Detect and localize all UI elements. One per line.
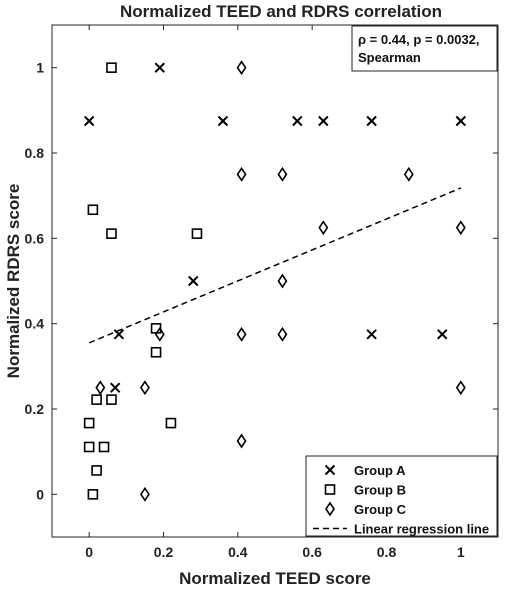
group-c-point — [139, 380, 150, 396]
group-b-point — [87, 489, 99, 500]
group-c-point — [236, 166, 247, 182]
x-tick-label: 0.2 — [154, 544, 174, 560]
plot-area — [51, 24, 499, 538]
group-a-point — [109, 382, 121, 393]
group-a-point — [83, 115, 95, 127]
group-c-point — [455, 220, 466, 236]
data-points — [83, 60, 467, 502]
x-tick-label: 0 — [85, 544, 93, 560]
group-b-point — [191, 228, 203, 239]
group-c-point — [236, 326, 247, 342]
legend-marker-group-a — [324, 464, 336, 476]
group-c-point — [403, 166, 414, 182]
y-tick-label: 1 — [36, 60, 44, 76]
group-c-point — [277, 166, 288, 182]
group-c-point — [154, 326, 165, 342]
legend-label-linear-regression-line: Linear regression line — [354, 522, 489, 537]
group-a-point — [154, 62, 165, 73]
legend-label-group-b: Group B — [354, 483, 406, 498]
group-c-point — [277, 326, 288, 342]
annotation-line-2: Spearman — [358, 50, 421, 65]
group-b-point — [91, 394, 102, 405]
legend-entries: Group A Group B Group C Linear regression l… — [313, 463, 489, 537]
group-b-point — [106, 394, 117, 405]
y-tick-label: 0.4 — [25, 316, 45, 332]
group-a-point — [318, 115, 329, 127]
regression-line — [88, 187, 462, 344]
group-c-point — [455, 380, 466, 396]
legend: Group A Group B Group C Linear regression l… — [305, 455, 498, 537]
group-a-point — [113, 329, 125, 340]
group-a-point — [455, 115, 467, 127]
group-c-point — [95, 380, 106, 396]
group-b-point — [106, 228, 117, 239]
group-b-point — [106, 62, 117, 73]
annotation-box: ρ = 0.44, p = 0.0032, Spearman — [351, 25, 498, 72]
group-a-point — [366, 329, 377, 340]
group-b-point — [83, 441, 95, 453]
group-b-point — [98, 441, 110, 453]
regression-line-group — [88, 187, 462, 344]
legend-frame — [305, 455, 498, 537]
group-c-point — [277, 273, 288, 289]
group-c-point — [139, 486, 150, 502]
annotation-line-1: ρ = 0.44, p = 0.0032, — [358, 32, 480, 47]
legend-marker-group-c — [325, 501, 335, 517]
y-tick-label: 0.6 — [25, 230, 45, 246]
group-a-point — [217, 115, 229, 127]
chart-title: Normalized TEED and RDRS correlation — [120, 2, 442, 21]
group-b-point — [83, 417, 95, 429]
x-tick-label: 1 — [457, 544, 465, 560]
y-tick-label: 0.8 — [25, 145, 45, 161]
group-b-point — [91, 465, 102, 476]
group-a-point — [188, 275, 199, 287]
group-c-point — [236, 433, 247, 449]
group-c-point — [236, 60, 247, 76]
legend-label-group-c: Group C — [354, 502, 407, 517]
y-axis-label: Normalized RDRS score — [4, 184, 23, 379]
group-a-point — [366, 115, 377, 127]
group-c-point — [318, 220, 329, 236]
group-a-point — [292, 115, 303, 127]
group-a-point — [437, 329, 448, 340]
x-axis-label: Normalized TEED score — [179, 569, 371, 588]
group-b-point — [87, 204, 99, 216]
annotation-frame — [351, 25, 498, 72]
legend-label-group-a: Group A — [354, 463, 406, 478]
group-b-point — [150, 346, 162, 358]
x-tick-label: 0.8 — [377, 544, 397, 560]
y-tick-label: 0 — [36, 486, 44, 502]
x-tick-label: 0.6 — [302, 544, 322, 560]
y-tick-label: 0.2 — [25, 401, 45, 417]
x-tick-label: 0.4 — [228, 544, 248, 560]
group-b-point — [165, 417, 177, 429]
legend-marker-group-b — [324, 484, 336, 495]
